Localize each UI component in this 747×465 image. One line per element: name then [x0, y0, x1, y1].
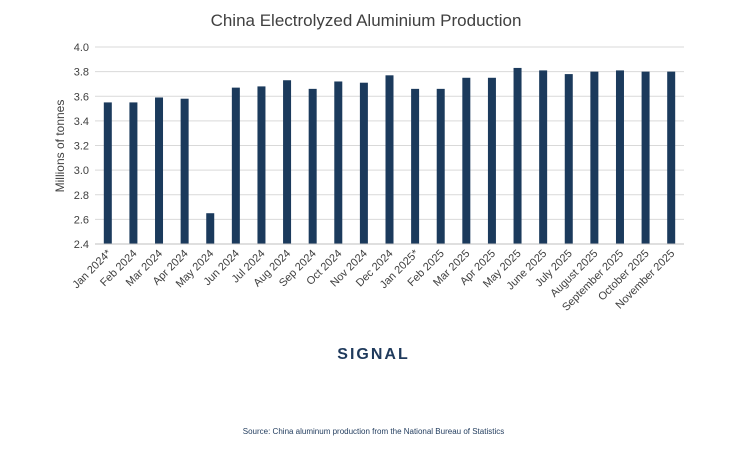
bar — [436, 88, 445, 244]
bar — [206, 213, 215, 244]
bar — [641, 71, 650, 244]
source-note: Source: China aluminum production from t… — [242, 427, 505, 436]
bar — [359, 82, 368, 244]
bar — [667, 71, 676, 244]
bar — [590, 71, 599, 244]
bar-chart: China Electrolyzed Aluminium Production … — [53, 11, 684, 314]
bar — [462, 77, 471, 244]
bar — [283, 80, 292, 245]
y-tick-label: 2.6 — [74, 214, 89, 226]
bar — [513, 67, 522, 245]
bar — [257, 86, 266, 245]
chart-title: China Electrolyzed Aluminium Production — [211, 11, 522, 30]
bar — [103, 102, 112, 244]
bar — [308, 88, 317, 244]
y-tick-label: 4.0 — [74, 42, 89, 54]
bar — [180, 98, 189, 245]
y-tick-label: 2.8 — [74, 190, 89, 202]
y-axis-ticks: 2.4 2.6 2.8 3.0 3.2 3.4 3.6 3.8 4.0 — [74, 42, 89, 251]
bar — [487, 77, 496, 244]
bar — [385, 75, 394, 244]
signal-logo: SIGNAL — [337, 346, 410, 363]
bar — [155, 97, 164, 244]
bar — [539, 70, 548, 244]
bar — [231, 87, 240, 244]
bar — [411, 88, 420, 244]
y-tick-label: 3.4 — [74, 116, 89, 128]
bars — [103, 67, 676, 245]
y-tick-label: 3.8 — [74, 67, 89, 79]
bar — [615, 70, 624, 244]
bar — [564, 74, 573, 245]
y-tick-label: 3.6 — [74, 91, 89, 103]
y-axis-label: Millions of tonnes — [53, 100, 67, 193]
y-tick-label: 2.4 — [74, 239, 89, 251]
y-tick-label: 3.0 — [74, 165, 89, 177]
bar — [334, 81, 343, 244]
bar — [129, 102, 138, 244]
y-tick-label: 3.2 — [74, 141, 89, 153]
